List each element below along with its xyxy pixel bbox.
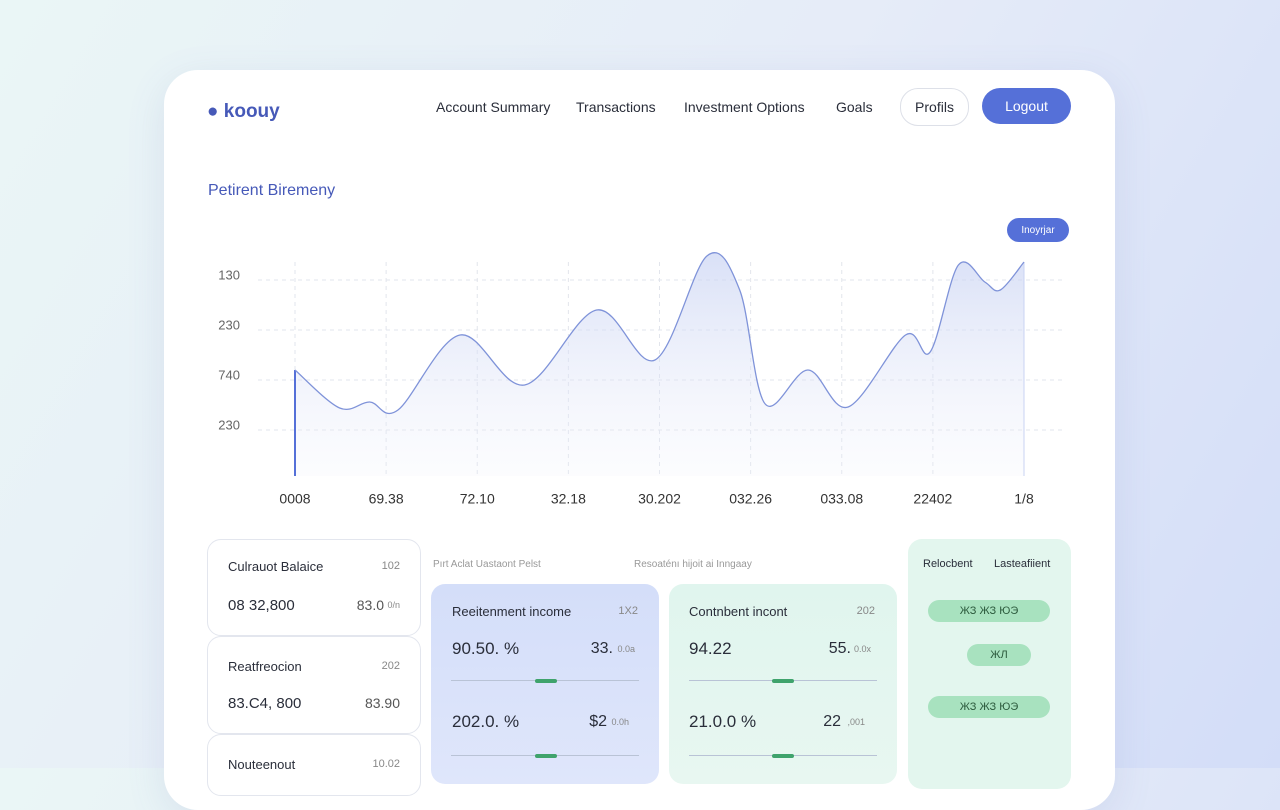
card-tag: 202 [856,605,875,617]
x-tick-label: 033.08 [820,491,863,507]
y-tick-label: 230 [218,417,240,432]
chart: 130 230 740 230 0008 69.38 72.10 32.18 30.202 032… [218,252,1062,507]
progress-dot [535,678,557,683]
y-tick-label: 740 [218,367,240,382]
card-title: Culrauot Balaice [228,559,324,574]
series-line [294,252,1025,415]
balance-card: Culrauot Balaice 102 08 32,800 83.0 0/n [207,539,421,636]
nav-link[interactable]: Goals [836,99,873,115]
card-value: 202.0. % [452,712,520,731]
pill[interactable]: ЖЗ ЖЗ ЮЭ [928,696,1050,718]
card-side: $2 [589,713,607,730]
card-title: Contnbent incont [689,604,788,619]
x-tick-label: 032.26 [729,491,772,507]
progress [689,678,877,683]
card-tag: 10.02 [372,758,400,770]
x-tick-label: 32.18 [551,491,586,507]
progress [689,753,877,758]
pill[interactable]: ЖЗ ЖЗ ЮЭ [928,600,1050,622]
section-label: Resoaténı hijoit ai Inngaay [634,559,752,570]
card-value: 83.C4, 800 [228,695,302,712]
x-tick-label: 69.38 [369,491,404,507]
progress-dot [772,678,794,683]
card-title: Reeitenment income [452,604,572,619]
income-card: Reeitenment income 1X2 90.50. % 33. 0.0a… [431,584,659,784]
card-side: 83.0 [356,597,384,613]
nav-link[interactable]: Account Summary [436,99,551,115]
card-unit: ,001 [847,717,865,727]
logout-button[interactable]: Logout [982,88,1071,124]
card: Reatfreocion 202 83.C4, 800 83.90 [207,636,421,734]
section-label: Pırt Aclat Uastaont Pelst [433,559,541,570]
card-tag: 102 [381,560,400,572]
progress-dot [772,753,794,758]
card-value: 90.50. % [452,639,520,658]
card-unit: 0/n [387,600,400,610]
progress [451,678,639,683]
x-tick-label: 30.202 [638,491,681,507]
x-tick-label: 0008 [279,491,310,507]
panel-header: Relocbent [923,558,973,570]
x-tick-label: 1/8 [1014,491,1034,507]
chart-title: Petirent Biremeny [208,182,336,199]
contribution-card: Contnbent incont 202 94.22 55. 0.0x 21.0… [669,584,897,784]
pill[interactable]: ЖЛ [967,644,1031,666]
card-title: Reatfreocion [228,659,302,674]
card-unit: 0.0x [853,644,871,654]
card-side: 22 [823,713,841,730]
panel-header: Lasteafiient [994,558,1051,570]
card-value: 08 32,800 [228,597,295,614]
profile-button[interactable]: Profils [900,88,969,126]
nav-link[interactable]: Investment Options [684,99,805,115]
card: Nouteenout 10.02 [207,734,421,796]
card-side: 55. [828,640,851,657]
progress [451,753,639,758]
area [295,252,1024,476]
progress-dot [535,753,557,758]
card-tag: 1X2 [618,605,638,617]
chart-badge[interactable]: Inoyrjar [1007,218,1069,242]
card-unit: 0.0h [611,717,629,727]
card-side: 33. [590,640,613,657]
card-side: 83.90 [364,695,400,711]
logo: ● koouy [207,101,280,122]
card-value: 94.22 [689,639,732,658]
card-title: Nouteenout [228,757,296,772]
y-tick-label: 230 [218,317,240,332]
card-value: 21.0.0 % [689,712,757,731]
card-unit: 0.0a [617,644,635,654]
x-tick-label: 72.10 [460,491,495,507]
x-tick-label: 22402 [913,491,952,507]
y-tick-label: 130 [218,267,240,282]
logo-text: koouy [223,101,280,122]
card-tag: 202 [381,660,400,672]
nav-link[interactable]: Transactions [576,99,656,115]
